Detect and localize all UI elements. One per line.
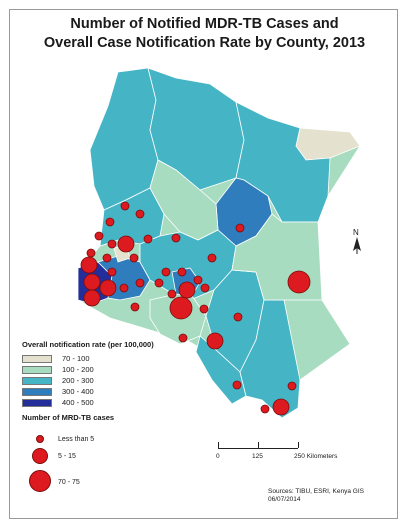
rate-legend-label: 70 - 100 — [62, 354, 90, 363]
case-marker — [129, 253, 139, 263]
case-marker — [287, 270, 311, 294]
case-marker — [154, 278, 164, 288]
rate-legend-heading: Overall notification rate (per 100,000) — [22, 340, 154, 349]
case-marker — [235, 223, 245, 233]
case-size-label-medium: 5 - 15 — [58, 453, 76, 460]
case-marker — [102, 253, 112, 263]
case-marker — [120, 201, 130, 211]
rate-legend-label: 100 - 200 — [62, 365, 94, 374]
scale-bar-label-0: 0 — [216, 453, 220, 460]
rate-legend-item: 100 - 200 — [22, 364, 212, 375]
map-title-line-1: Number of Notified MDR-TB Cases and — [70, 16, 339, 32]
rate-legend-label: 200 - 300 — [62, 376, 94, 385]
rate-swatch — [22, 365, 52, 374]
sources-line: Sources: TIBU, ESRI, Kenya GIS — [268, 488, 364, 495]
case-marker — [107, 267, 117, 277]
case-marker — [161, 267, 171, 277]
case-marker — [272, 398, 290, 416]
case-marker — [260, 404, 270, 414]
case-marker — [105, 217, 115, 227]
case-size-label-large: 70 - 75 — [58, 479, 80, 486]
case-marker — [99, 279, 117, 297]
rate-legend-item: 70 - 100 — [22, 353, 212, 364]
map-frame — [9, 9, 398, 519]
case-size-small-icon — [36, 435, 44, 443]
case-marker — [107, 239, 117, 249]
case-marker — [287, 381, 297, 391]
rate-swatch — [22, 387, 52, 396]
map-title-line-2: Overall Case Notification Rate by County… — [43, 35, 366, 51]
case-marker — [119, 283, 129, 293]
case-marker — [167, 289, 177, 299]
rate-legend-label: 400 - 500 — [62, 398, 94, 407]
case-marker — [117, 235, 135, 253]
rate-swatch — [22, 376, 52, 385]
case-marker — [80, 256, 98, 274]
case-marker — [86, 248, 96, 258]
rate-legend-item: 400 - 500 — [22, 397, 212, 408]
case-marker — [177, 267, 187, 277]
case-marker — [178, 333, 188, 343]
scale-bar: 0 125 250 Kilometers — [214, 440, 374, 470]
cases-legend-heading: Number of MRD-TB cases — [22, 413, 115, 422]
sources-note: Sources: TIBU, ESRI, Kenya GIS 06/07/201… — [268, 488, 364, 504]
case-marker — [232, 380, 242, 390]
rate-legend: Overall notification rate (per 100,000) … — [22, 340, 212, 408]
cases-legend: Number of MRD-TB cases Less than 5 5 - 1… — [22, 413, 212, 492]
map-title: Number of Notified MDR-TB Cases and Over… — [0, 15, 409, 53]
scale-bar-tick — [218, 442, 219, 448]
case-marker — [83, 273, 101, 291]
case-marker — [171, 233, 181, 243]
scale-bar-tick — [298, 442, 299, 448]
case-size-label-small: Less than 5 — [58, 436, 95, 443]
case-marker — [135, 209, 145, 219]
case-size-medium-icon — [32, 448, 48, 464]
north-arrow: N — [351, 228, 363, 254]
scale-bar-label-250: 250 Kilometers — [294, 453, 338, 460]
north-arrow-icon — [353, 237, 361, 254]
case-marker — [83, 289, 101, 307]
scale-bar-line — [218, 448, 298, 449]
case-marker — [206, 332, 224, 350]
rate-legend-item: 200 - 300 — [22, 375, 212, 386]
county-coast — [239, 299, 301, 419]
rate-legend-item: 300 - 400 — [22, 386, 212, 397]
case-marker — [200, 283, 210, 293]
case-marker — [94, 231, 104, 241]
county-marsabit — [147, 67, 245, 191]
scale-bar-tick — [258, 442, 259, 448]
scale-bar-label-125: 125 — [252, 453, 263, 460]
case-marker — [207, 253, 217, 263]
case-marker — [193, 275, 203, 285]
north-arrow-label: N — [353, 228, 359, 237]
case-marker — [135, 278, 145, 288]
case-marker — [143, 234, 153, 244]
rate-swatch — [22, 398, 52, 407]
rate-legend-label: 300 - 400 — [62, 387, 94, 396]
sources-date: 06/07/2014 — [268, 496, 301, 503]
case-marker — [178, 281, 196, 299]
case-marker — [130, 302, 140, 312]
case-marker — [199, 304, 209, 314]
case-marker — [233, 312, 243, 322]
mdr-tb-markers — [80, 201, 311, 416]
case-marker — [169, 296, 193, 320]
rate-swatch — [22, 354, 52, 363]
case-size-large-icon — [29, 470, 51, 492]
